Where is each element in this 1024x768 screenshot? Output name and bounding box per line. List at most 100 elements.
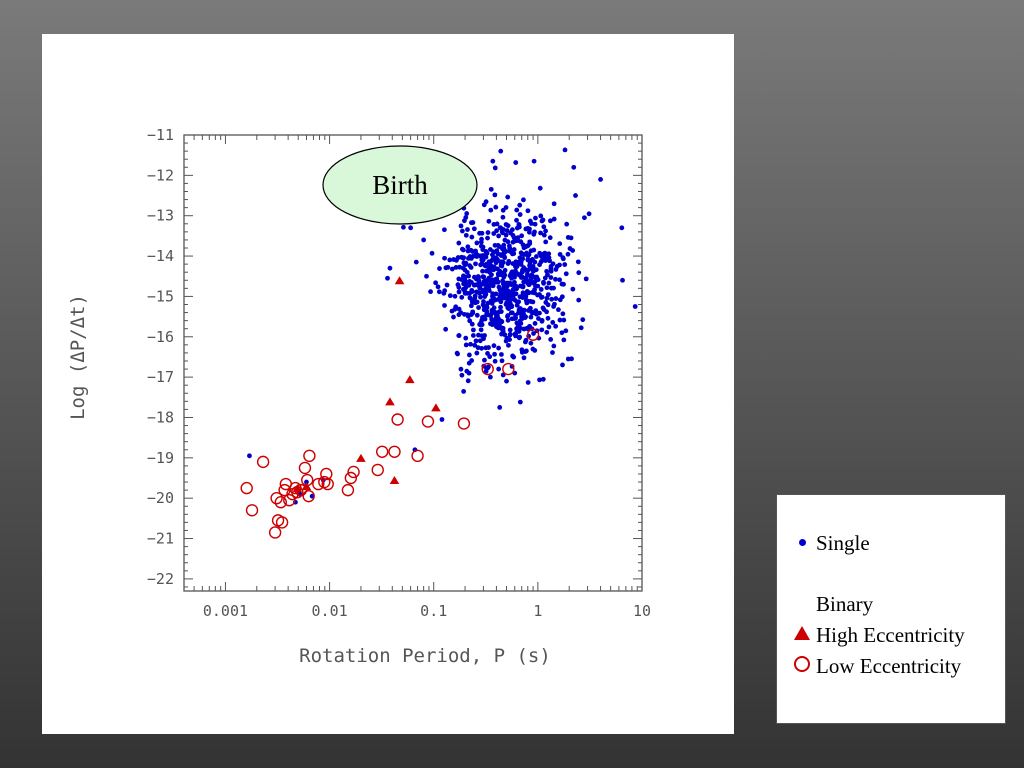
single-pulsar-point [461,260,467,266]
single-pulsar-point [529,221,534,226]
single-pulsar-point [476,305,481,310]
single-pulsar-point [451,314,456,320]
single-pulsar-point [437,266,442,271]
single-pulsar-point [550,320,556,325]
plot-layer: 0.001 0.01 0.1 1 10 −11 −12 −13 −14 −15 −16 −17 −18 −… [67,126,651,667]
single-pulsar-point [510,232,516,238]
single-pulsar-point [486,345,491,350]
single-pulsar-point [488,186,494,192]
single-pulsar-point [486,218,492,224]
single-pulsar-point [529,310,535,316]
single-pulsar-point [520,242,526,248]
single-pulsar-point [472,342,478,348]
single-pulsar-point [528,314,534,320]
single-pulsar-point [470,310,476,316]
single-pulsar-point [498,304,503,310]
y-tick-label: −12 [147,166,174,184]
single-pulsar-point [523,297,529,303]
single-pulsar-point [493,312,499,318]
single-pulsar-point [541,232,547,238]
single-pulsar-point [546,324,552,330]
single-pulsar-point [551,343,557,349]
single-pulsar-point [500,328,506,334]
single-pulsar-point [482,263,488,269]
low-eccentricity-point [411,449,424,463]
single-pulsar-point [482,357,487,363]
single-pulsar-point [462,281,468,287]
single-pulsar-point [456,240,462,246]
single-pulsar-point [488,298,494,304]
single-pulsar-point [469,321,475,327]
single-pulsar-point [504,283,510,289]
single-pulsar-point [476,290,482,296]
single-pulsar-point [538,287,544,292]
y-tick-label: −20 [147,489,174,507]
single-pulsar-point [433,280,439,286]
single-pulsar-point [510,295,516,301]
single-pulsar-point [466,360,472,366]
single-pulsar-point [479,322,485,328]
single-pulsar-point [485,312,491,318]
single-pulsar-point [463,342,469,348]
single-pulsar-point [474,350,480,356]
x-tick-label: 0.001 [203,602,248,620]
single-pulsar-point [521,355,527,361]
single-pulsar-point [496,284,502,290]
single-pulsar-point [552,301,557,307]
single-pulsar-point [413,259,419,265]
single-pulsar-point [484,366,489,372]
single-pulsar-point [487,374,493,380]
single-pulsar-point [498,252,504,258]
single-pulsar-point [500,214,506,220]
low-eccentricity-point [457,417,471,430]
birth-ellipse [322,145,478,225]
single-pulsar-point [460,286,466,292]
single-pulsar-point [557,317,563,323]
single-pulsar-point [466,370,472,376]
single-pulsar-point [539,318,545,323]
single-pulsar-point [459,294,465,300]
y-tick-label: −22 [147,570,174,588]
single-pulsar-point [470,249,475,254]
single-pulsar-point [452,293,458,299]
triangle-icon [794,626,810,640]
single-pulsar-point [564,221,570,227]
single-pulsar-point [499,358,505,364]
legend: Single Binary High Eccentricity Low Ecce… [776,494,1006,724]
single-pulsar-point [514,207,520,213]
single-pulsar-point [507,327,513,333]
single-pulsar-point [503,249,509,255]
single-pulsar-point [534,254,539,259]
single-pulsar-point [531,331,536,336]
single-pulsar-point [385,275,390,281]
single-pulsar-point [505,317,511,323]
single-pulsar-point [512,237,518,243]
single-pulsar-point [527,305,533,311]
single-pulsar-point [462,267,468,273]
low-eccentricity-point [375,445,389,458]
single-pulsar-point [538,213,544,219]
low-eccentricity-point [270,491,283,505]
single-pulsar-point [443,265,449,271]
single-pulsar-point [536,316,541,321]
single-pulsar-point [459,228,465,234]
single-pulsar-point [513,259,519,265]
single-pulsar-point [553,323,559,329]
single-pulsar-point [504,378,509,384]
single-pulsar-point [529,272,535,278]
single-pulsar-point [505,239,511,245]
single-pulsar-point [492,297,498,303]
single-pulsar-point [575,259,581,265]
y-tick-label: −17 [147,368,174,386]
single-pulsar-point [478,294,483,300]
single-pulsar-point [481,281,487,286]
single-pulsar-point [562,262,568,267]
single-pulsar-point [442,255,447,261]
single-pulsar-point [535,283,541,289]
low-eccentricity-point [341,483,355,497]
single-pulsar-point [560,255,566,261]
single-pulsar-point [545,315,551,321]
single-pulsar-point [481,299,486,304]
low-eccentricity-point [347,465,360,479]
single-pulsar-point [526,229,532,235]
